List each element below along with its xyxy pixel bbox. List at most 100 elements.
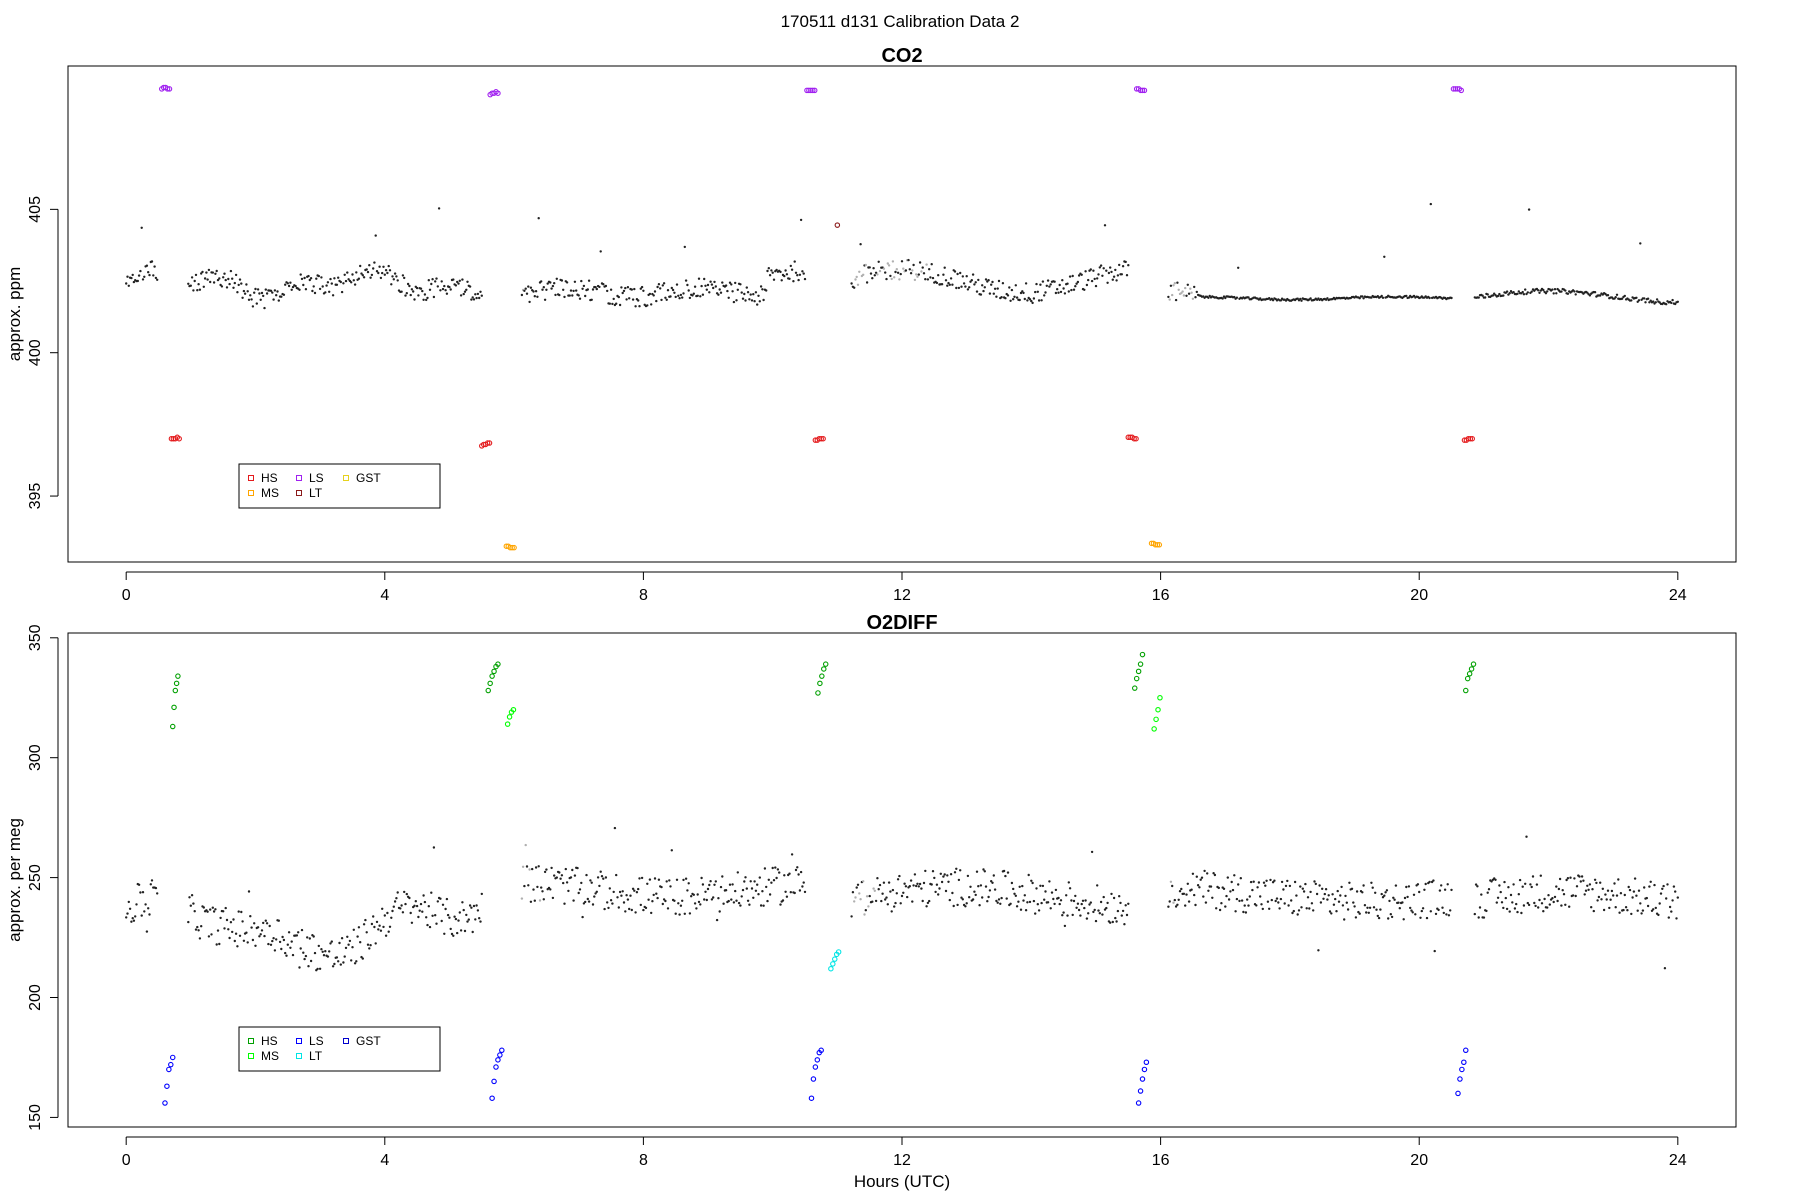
ambient-point xyxy=(1039,283,1042,286)
ambient-point xyxy=(459,929,463,932)
ambient-point xyxy=(558,293,561,297)
ambient-point xyxy=(1496,896,1500,899)
ambient-point xyxy=(533,899,536,902)
y-tick-label: 405 xyxy=(27,196,44,223)
ambient-point xyxy=(1337,900,1341,903)
ambient-point xyxy=(366,270,370,274)
ambient-point xyxy=(359,941,362,944)
ambient-point xyxy=(737,901,741,905)
ambient-point xyxy=(1648,301,1651,304)
ambient-point xyxy=(1608,906,1611,910)
ambient-point xyxy=(1590,906,1593,909)
ambient-point xyxy=(1412,294,1416,298)
ambient-point xyxy=(1199,878,1202,881)
ambient-point xyxy=(333,277,336,280)
ambient-point xyxy=(717,293,720,296)
ambient-point xyxy=(466,280,469,283)
ambient-point xyxy=(640,876,644,880)
point-hs xyxy=(820,435,826,442)
ambient-point xyxy=(898,278,901,281)
ambient-point xyxy=(437,207,441,210)
ambient-point xyxy=(692,893,695,896)
ambient-point xyxy=(880,899,883,903)
ambient-point xyxy=(657,283,661,286)
ambient-point xyxy=(1586,884,1589,887)
ambient-point xyxy=(682,292,685,295)
ambient-point xyxy=(1031,301,1034,305)
ambient-point xyxy=(192,289,195,292)
ambient-point xyxy=(312,935,315,938)
ambient-point xyxy=(1595,881,1598,885)
ambient-point xyxy=(784,269,787,272)
ambient-point xyxy=(1057,291,1060,294)
ambient-point xyxy=(763,867,767,870)
point-ms xyxy=(509,544,515,551)
ambient-point xyxy=(1059,290,1063,294)
ambient-point xyxy=(365,268,368,271)
ambient-point xyxy=(1343,918,1346,921)
ambient-point xyxy=(1097,273,1100,276)
ambient-point xyxy=(1270,898,1274,902)
point-hs xyxy=(489,673,495,679)
ambient-point xyxy=(1111,278,1115,281)
ambient-point xyxy=(1127,902,1130,905)
ambient-point xyxy=(660,298,663,302)
ambient-point xyxy=(154,886,158,890)
ambient-point xyxy=(739,283,742,286)
ambient-point xyxy=(859,243,862,246)
ambient-point xyxy=(361,274,364,277)
ambient-point xyxy=(984,278,988,281)
ambient-point xyxy=(1580,875,1584,878)
ambient-point xyxy=(646,304,649,307)
ambient-point xyxy=(439,289,442,292)
ambient-point xyxy=(1556,899,1559,903)
ambient-point xyxy=(372,267,375,270)
ambient-point xyxy=(1072,288,1076,291)
ambient-point xyxy=(1200,876,1204,879)
ambient-point xyxy=(1658,902,1661,905)
ambient-point xyxy=(419,287,423,290)
ambient-point xyxy=(311,289,314,293)
ambient-point xyxy=(220,285,224,288)
ambient-point xyxy=(1662,884,1665,888)
ambient-point xyxy=(595,890,598,893)
ambient-point xyxy=(369,944,372,947)
ambient-point xyxy=(1566,877,1570,880)
ambient-point xyxy=(326,281,330,284)
ambient-point xyxy=(258,292,261,295)
ambient-point xyxy=(127,900,130,904)
ambient-point xyxy=(1450,888,1453,892)
ambient-point xyxy=(1551,897,1554,900)
ambient-point xyxy=(1649,299,1652,302)
ambient-point xyxy=(1419,916,1422,919)
ambient-point xyxy=(564,867,567,871)
ambient-point xyxy=(692,292,695,295)
series-lt xyxy=(828,949,842,972)
ambient-point xyxy=(642,908,645,912)
ambient-point xyxy=(1101,274,1104,277)
ambient-point xyxy=(1287,904,1290,907)
ambient-point xyxy=(1248,895,1252,898)
ambient-point xyxy=(216,929,220,932)
ambient-point xyxy=(895,892,898,895)
ambient-point xyxy=(951,891,954,895)
ambient-point xyxy=(1317,949,1320,952)
ambient-point xyxy=(960,285,963,288)
ambient-point xyxy=(1297,909,1301,912)
ambient-point xyxy=(1406,895,1409,899)
ambient-point xyxy=(563,295,566,299)
ambient-point xyxy=(272,298,275,301)
ambient-point xyxy=(247,890,251,893)
ambient-point xyxy=(678,297,681,300)
ambient-point xyxy=(322,954,326,957)
ambient-point xyxy=(960,896,963,899)
ambient-point xyxy=(656,285,659,289)
ambient-point xyxy=(1411,911,1414,914)
ambient-point xyxy=(150,260,154,263)
ambient-point xyxy=(1315,892,1319,896)
ambient-point xyxy=(1068,887,1072,890)
ambient-point xyxy=(1050,891,1054,894)
ambient-point xyxy=(430,282,433,286)
ambient-point xyxy=(202,285,205,288)
x-tick-label: 24 xyxy=(1669,1152,1687,1169)
